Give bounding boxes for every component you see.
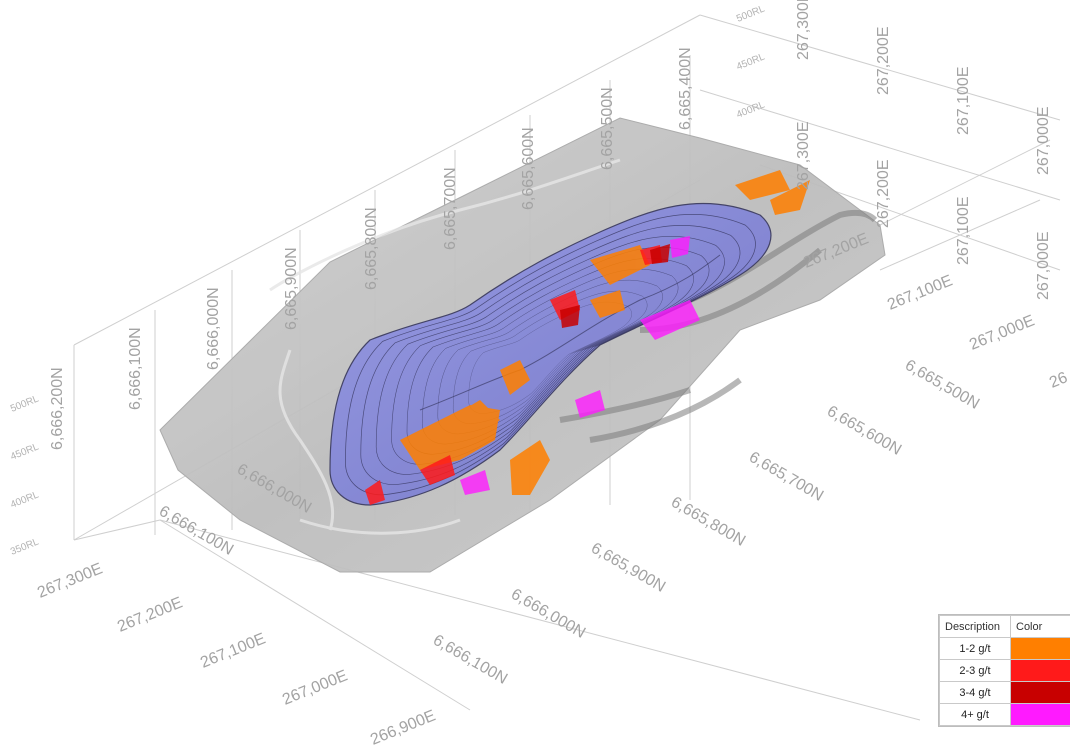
- easting-label: 267,100E: [955, 196, 972, 265]
- easting-label: 267,100E: [885, 272, 955, 313]
- grid-line: [879, 139, 1051, 226]
- easting-label: 267,200E: [875, 159, 892, 228]
- northing-label: 6,666,200N: [49, 367, 66, 450]
- northing-label: 6,666,100N: [430, 632, 510, 688]
- grid-line: [699, 14, 1061, 121]
- grade-legend: Description Color 1-2 g/t 2-3 g/t 3-4 g/…: [938, 614, 1070, 727]
- northing-label: 6,666,100N: [156, 503, 236, 559]
- easting-label: 267,300E: [795, 0, 812, 60]
- northing-label: 6,666,100N: [127, 327, 144, 410]
- rl-label: 350RL: [9, 536, 41, 557]
- legend-swatch: [1010, 659, 1070, 682]
- grid-line: [73, 14, 701, 346]
- rl-label: 450RL: [735, 51, 767, 72]
- northing-label: 6,665,500N: [599, 87, 616, 170]
- easting-label: 267,000E: [280, 667, 350, 708]
- northing-label: 6,665,600N: [520, 127, 537, 210]
- rl-label: 500RL: [735, 3, 767, 24]
- easting-label: 267,000E: [1035, 106, 1052, 175]
- legend-row: 4+ g/t: [939, 703, 1070, 726]
- northing-label: 6,665,700N: [746, 449, 826, 505]
- easting-label: 267,100E: [955, 66, 972, 135]
- northing-label: 6,665,500N: [902, 357, 982, 413]
- rl-label: 450RL: [9, 441, 41, 462]
- easting-label: 267,300E: [35, 560, 105, 601]
- rl-label: 500RL: [9, 393, 41, 414]
- grid-line: [159, 519, 921, 721]
- legend-row: 3-4 g/t: [939, 681, 1070, 704]
- terrain-roads: [269, 158, 621, 535]
- northing-label: 6,665,900N: [588, 540, 668, 596]
- legend-swatch: [1010, 681, 1070, 704]
- rl-label: 400RL: [9, 489, 41, 510]
- grid-line: [879, 199, 1041, 271]
- pit-bench-line: [468, 301, 632, 414]
- legend-header-description: Description: [939, 615, 1011, 638]
- legend-label: 4+ g/t: [939, 703, 1011, 726]
- legend-header-color: Color: [1010, 615, 1070, 638]
- grid-line: [699, 89, 1061, 201]
- easting-label: 266,900E: [368, 707, 438, 748]
- northing-label: 6,665,400N: [677, 47, 694, 130]
- northing-label: 6,665,800N: [363, 207, 380, 290]
- legend-row: 2-3 g/t: [939, 659, 1070, 682]
- pit-bench-line: [345, 214, 756, 496]
- grid-line: [73, 519, 161, 541]
- legend-label: 2-3 g/t: [939, 659, 1011, 682]
- pit-bench-line: [375, 235, 725, 475]
- legend-swatch: [1010, 637, 1070, 660]
- pit-bench-line: [437, 279, 663, 435]
- legend-row: 1-2 g/t: [939, 637, 1070, 660]
- northing-label: 6,666,000N: [205, 287, 222, 370]
- legend-label: 1-2 g/t: [939, 637, 1011, 660]
- easting-label: 267,200E: [115, 594, 185, 635]
- northing-label: 6,665,700N: [442, 167, 459, 250]
- northing-label: 6,666,000N: [508, 586, 588, 642]
- easting-label: 267,100E: [198, 630, 268, 671]
- easting-label: 267,300E: [795, 121, 812, 190]
- legend-swatch: [1010, 703, 1070, 726]
- legend-label: 3-4 g/t: [939, 681, 1011, 704]
- pit-bench-line: [453, 290, 648, 424]
- pit-bench-line: [360, 225, 741, 486]
- northing-label: 26: [1047, 369, 1070, 391]
- grid-line: [159, 519, 471, 711]
- easting-label: 267,000E: [967, 312, 1037, 353]
- northing-label: 6,665,900N: [283, 247, 300, 330]
- northing-label: 6,665,800N: [668, 494, 748, 550]
- grade-blocks: [365, 170, 810, 505]
- easting-label: 267,000E: [1035, 231, 1052, 300]
- northing-label: 6,665,600N: [824, 403, 904, 459]
- easting-label: 267,200E: [875, 26, 892, 95]
